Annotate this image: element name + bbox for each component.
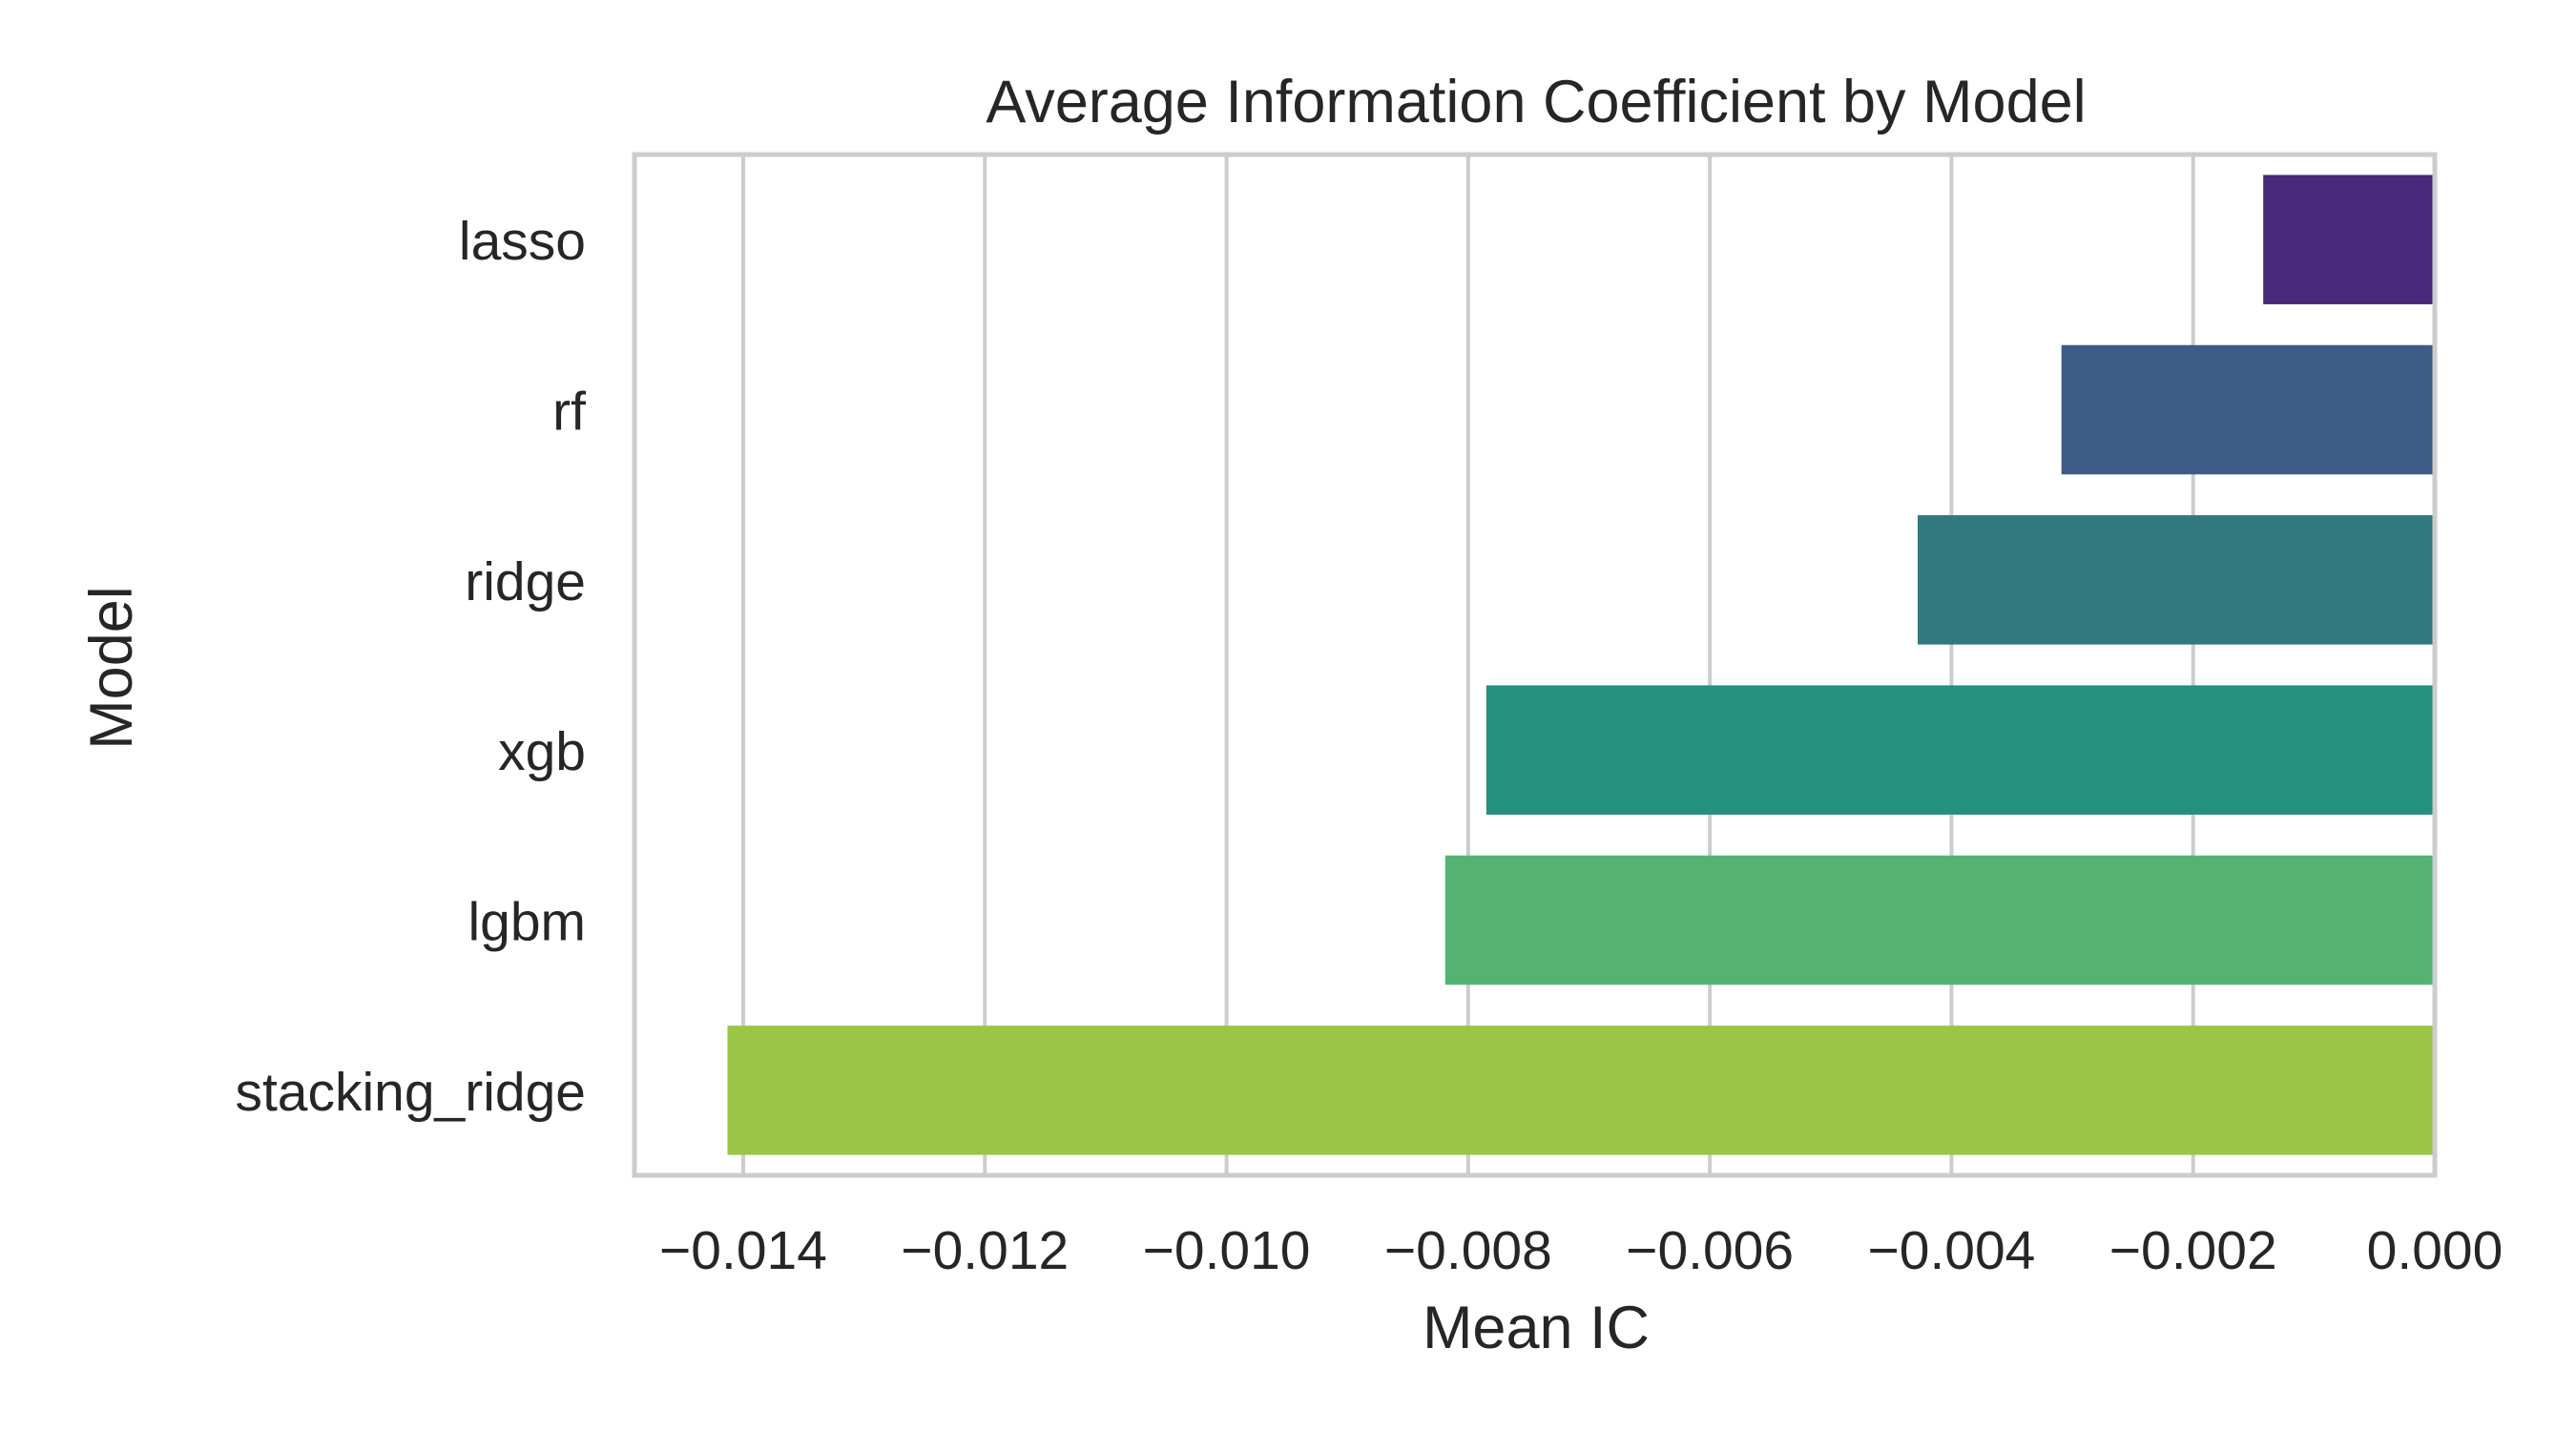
bar-rf — [2061, 344, 2435, 475]
bar-ridge — [1917, 515, 2435, 645]
x-tick-label: −0.010 — [1143, 1220, 1311, 1281]
chart-title: Average Information Coefficient by Model — [986, 69, 2086, 135]
x-tick-label: −0.014 — [659, 1220, 827, 1281]
x-tick-label: −0.006 — [1626, 1220, 1794, 1281]
bar-stacking-ridge — [727, 1026, 2435, 1155]
x-tick-label: 0.000 — [2367, 1220, 2503, 1281]
bar-lgbm — [1444, 855, 2435, 985]
y-tick-label-xgb: xgb — [498, 721, 586, 782]
y-tick-labels: lasso rf ridge xgb lgbm stacking_ridge — [235, 211, 586, 1123]
x-tick-label: −0.012 — [901, 1220, 1069, 1281]
x-tick-label: −0.004 — [1867, 1220, 2035, 1281]
y-tick-label-lasso: lasso — [459, 211, 586, 272]
y-tick-label-stacking-ridge: stacking_ridge — [235, 1062, 586, 1123]
x-tick-label: −0.002 — [2109, 1220, 2277, 1281]
y-tick-label-rf: rf — [552, 382, 586, 443]
bar-lasso — [2263, 175, 2435, 304]
y-axis-label: Model — [78, 586, 145, 750]
x-tick-labels: −0.014 −0.012 −0.010 −0.008 −0.006 −0.004 −0.0… — [659, 1220, 2503, 1281]
bars — [727, 175, 2435, 1155]
x-axis-label: Mean IC — [1423, 1295, 1650, 1361]
x-tick-label: −0.008 — [1384, 1220, 1552, 1281]
axes-frame — [632, 152, 2438, 1178]
y-tick-label-ridge: ridge — [465, 551, 586, 612]
bar-xgb — [1485, 685, 2435, 815]
y-tick-label-lgbm: lgbm — [467, 892, 586, 953]
